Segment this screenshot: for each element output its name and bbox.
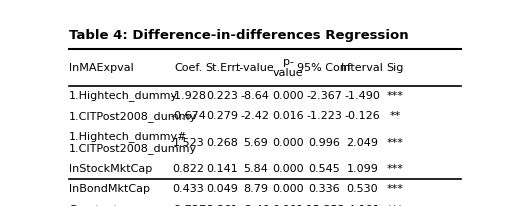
Text: lnBondMktCap: lnBondMktCap	[69, 184, 149, 194]
Text: 1.099: 1.099	[346, 164, 378, 174]
Text: 0.545: 0.545	[308, 164, 340, 174]
Text: ***: ***	[386, 91, 403, 101]
Text: 0.001: 0.001	[272, 205, 304, 206]
Text: 0.433: 0.433	[173, 184, 204, 194]
Text: -9.727: -9.727	[171, 205, 206, 206]
Text: -2.42: -2.42	[241, 111, 270, 121]
Text: 0.049: 0.049	[207, 184, 238, 194]
Text: lnStockMktCap: lnStockMktCap	[69, 164, 152, 174]
Text: 0.000: 0.000	[272, 138, 304, 148]
Text: 1.CITPost2008_dummy: 1.CITPost2008_dummy	[69, 111, 197, 122]
Text: Constant: Constant	[69, 205, 119, 206]
Text: 1.523: 1.523	[173, 138, 204, 148]
Text: ***: ***	[386, 205, 403, 206]
Text: -4.101: -4.101	[344, 205, 380, 206]
Text: 0.223: 0.223	[207, 91, 238, 101]
Text: 8.79: 8.79	[243, 184, 268, 194]
Text: 0.530: 0.530	[346, 184, 378, 194]
Text: t-value: t-value	[236, 63, 275, 73]
Text: 1.Hightech_dummy: 1.Hightech_dummy	[69, 90, 178, 101]
Text: 0.141: 0.141	[207, 164, 238, 174]
Text: -2.367: -2.367	[307, 91, 342, 101]
Text: -0.126: -0.126	[344, 111, 380, 121]
Text: 0.016: 0.016	[272, 111, 304, 121]
Text: 5.69: 5.69	[243, 138, 268, 148]
Text: 0.996: 0.996	[308, 138, 340, 148]
Text: 0.822: 0.822	[173, 164, 204, 174]
Text: -8.64: -8.64	[241, 91, 270, 101]
Text: **: **	[389, 111, 400, 121]
Text: -1.223: -1.223	[307, 111, 342, 121]
Text: 5.84: 5.84	[243, 164, 268, 174]
Text: 2.861: 2.861	[207, 205, 238, 206]
Text: Interval: Interval	[341, 63, 384, 73]
Text: 1.Hightech_dummy#
1.CITPost2008_dummy: 1.Hightech_dummy# 1.CITPost2008_dummy	[69, 131, 197, 154]
Text: Sig: Sig	[386, 63, 403, 73]
Text: ***: ***	[386, 138, 403, 148]
Text: St.Err.: St.Err.	[206, 63, 239, 73]
Text: 0.268: 0.268	[207, 138, 238, 148]
Text: 2.049: 2.049	[346, 138, 378, 148]
Text: -15.353: -15.353	[303, 205, 345, 206]
Text: ***: ***	[386, 184, 403, 194]
Text: p-
value: p- value	[273, 57, 303, 78]
Text: 0.000: 0.000	[272, 91, 304, 101]
Text: 95% Conf: 95% Conf	[297, 63, 351, 73]
Text: 0.000: 0.000	[272, 184, 304, 194]
Text: 0.336: 0.336	[309, 184, 340, 194]
Text: -3.40: -3.40	[241, 205, 270, 206]
Text: Table 4: Difference-in-differences Regression: Table 4: Difference-in-differences Regre…	[69, 29, 408, 42]
Text: -1.490: -1.490	[344, 91, 381, 101]
Text: 0.000: 0.000	[272, 164, 304, 174]
Text: -1.928: -1.928	[171, 91, 206, 101]
Text: ***: ***	[386, 164, 403, 174]
Text: 0.279: 0.279	[206, 111, 238, 121]
Text: -0.674: -0.674	[171, 111, 206, 121]
Text: Coef.: Coef.	[174, 63, 203, 73]
Text: lnMAExpval: lnMAExpval	[69, 63, 133, 73]
